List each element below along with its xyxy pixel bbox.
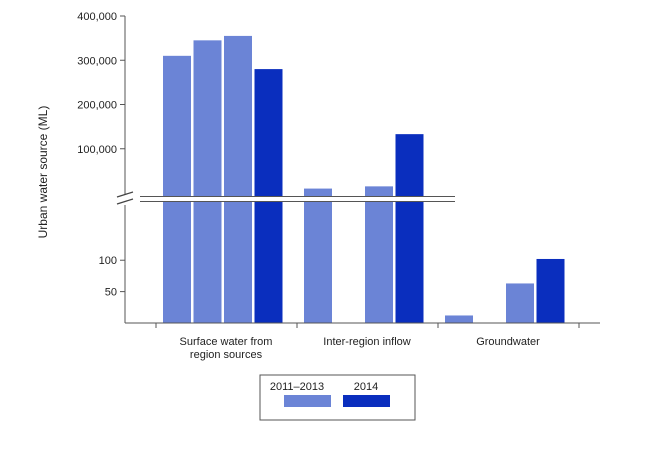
bars-group: [140, 35, 600, 324]
legend-label-1: 2014: [354, 381, 378, 393]
category-label-1: Inter-region inflow: [323, 336, 410, 348]
category-label-line: Groundwater: [476, 336, 540, 348]
bar-0-1: [193, 40, 222, 324]
bar-1-3: [395, 134, 424, 323]
bar-2-2: [506, 283, 534, 323]
bar-0-2: [224, 35, 252, 323]
bar-2-0: [445, 315, 473, 323]
y-lower-tick-label-1: 100: [99, 255, 117, 267]
y-upper-tick-label-3: 400,000: [77, 11, 117, 23]
axes-group: [116, 15, 600, 328]
category-label-line: region sources: [190, 349, 263, 361]
y-axis-break-mark-1: [116, 191, 134, 198]
legend-swatch-0: [284, 395, 331, 407]
category-label-2: Groundwater: [476, 336, 540, 348]
category-label-line: Inter-region inflow: [323, 336, 410, 348]
y-lower-tick-label-0: 50: [105, 287, 117, 299]
y-upper-tick-label-1: 200,000: [77, 100, 117, 112]
y-axis-title: Urban water source (ML): [36, 106, 50, 239]
y-axis-break-mark-2: [116, 198, 134, 205]
labels-group: 50 100 100,000 200,000 300,000 400,000 Urban w…: [36, 11, 540, 361]
bar-0-0: [163, 55, 191, 323]
legend: 2011–2013 2014: [259, 374, 416, 421]
legend-label-0: 2011–2013: [270, 381, 324, 393]
bar-2-3: [536, 258, 565, 323]
category-label-line: Surface water from: [180, 336, 273, 348]
axis-break-band: [140, 196, 600, 202]
bar-1-2: [365, 186, 393, 323]
y-upper-tick-label-2: 300,000: [77, 55, 117, 67]
legend-swatch-1: [343, 395, 390, 407]
bar-1-0: [304, 188, 332, 323]
category-label-0: Surface water from region sources: [180, 336, 273, 361]
y-upper-tick-label-0: 100,000: [77, 144, 117, 156]
